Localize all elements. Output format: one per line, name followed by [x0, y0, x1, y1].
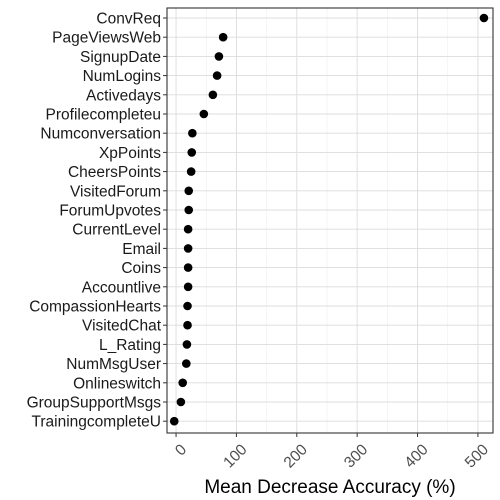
data-point — [184, 283, 193, 292]
data-point — [184, 187, 193, 196]
y-tick-label: Activedays — [86, 87, 161, 104]
data-point — [182, 359, 191, 368]
data-point — [183, 321, 192, 330]
y-tick-label: Numconversation — [40, 126, 161, 143]
y-tick-label: ConvReq — [96, 11, 161, 28]
y-tick-label: Coins — [121, 260, 161, 277]
x-tick-label: 200 — [281, 441, 312, 472]
data-point — [178, 379, 187, 388]
data-point — [187, 167, 196, 176]
y-tick-label: TrainingcompleteU — [31, 414, 161, 431]
x-axis-title: Mean Decrease Accuracy (%) — [204, 477, 455, 498]
x-tick-label: 300 — [341, 441, 372, 472]
x-tick-label: 0 — [172, 441, 190, 459]
data-point — [215, 52, 224, 61]
data-point — [184, 206, 193, 215]
data-point — [219, 33, 228, 42]
y-tick-label: L_Rating — [99, 337, 161, 354]
y-tick-label: Email — [122, 241, 161, 258]
data-point — [170, 417, 179, 426]
data-point — [184, 225, 193, 234]
data-point — [200, 110, 209, 119]
x-axis: 0 100 200 300 400 500 — [172, 433, 492, 471]
data-point — [184, 244, 193, 253]
y-tick-label: PageViewsWeb — [52, 30, 161, 47]
y-tick-label: SignupDate — [80, 49, 161, 66]
y-tick-label: Onlineswitch — [73, 375, 161, 392]
x-tick-label: 500 — [462, 441, 493, 472]
data-point — [213, 71, 222, 80]
y-axis-labels: ConvReq PageViewsWeb SignupDate NumLogins Ac… — [27, 11, 167, 431]
x-tick-label: 100 — [220, 441, 251, 472]
y-tick-label: CheersPoints — [68, 164, 161, 181]
y-tick-label: NumMsgUser — [66, 356, 161, 373]
data-point — [183, 340, 192, 349]
data-point — [480, 14, 489, 23]
y-tick-label: Accountlive — [82, 279, 161, 296]
data-point — [209, 91, 218, 100]
y-tick-label: Profilecompleteu — [46, 107, 161, 124]
data-point — [184, 263, 193, 272]
y-tick-label: CompassionHearts — [29, 299, 161, 316]
y-tick-label: VisitedForum — [70, 183, 161, 200]
data-point — [177, 398, 186, 407]
x-tick-label: 400 — [401, 441, 432, 472]
data-point — [188, 129, 197, 138]
y-tick-label: XpPoints — [99, 145, 161, 162]
y-tick-label: CurrentLevel — [72, 222, 161, 239]
y-tick-label: ForumUpvotes — [59, 203, 161, 220]
y-tick-label: GroupSupportMsgs — [27, 395, 162, 412]
y-tick-label: NumLogins — [83, 68, 162, 85]
y-tick-label: VisitedChat — [82, 318, 162, 335]
data-point — [183, 302, 192, 311]
data-point — [187, 148, 196, 157]
